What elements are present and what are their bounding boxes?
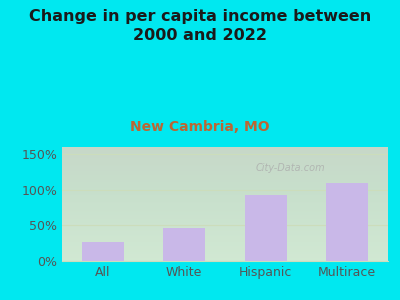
Bar — [163, 228, 206, 261]
Bar — [244, 195, 287, 261]
Text: Change in per capita income between
2000 and 2022: Change in per capita income between 2000… — [29, 9, 371, 43]
Text: New Cambria, MO: New Cambria, MO — [130, 120, 270, 134]
Bar — [326, 183, 368, 261]
Bar — [82, 242, 124, 261]
Text: City-Data.com: City-Data.com — [255, 163, 325, 172]
